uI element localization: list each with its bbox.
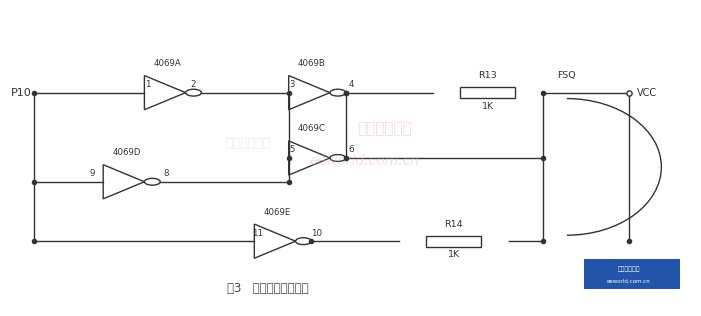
Text: 图3   超声波发射电路。: 图3 超声波发射电路。 [227, 282, 309, 295]
Text: R13: R13 [479, 71, 497, 81]
Text: 4: 4 [348, 80, 354, 89]
Text: 11: 11 [252, 228, 264, 238]
Bar [584, 259, 680, 289]
Text: 4069E: 4069E [264, 208, 291, 217]
Text: 电子工程世界: 电子工程世界 [225, 137, 270, 150]
Text: 1K: 1K [482, 102, 494, 111]
Text: 4069D: 4069D [112, 148, 141, 157]
Text: R14: R14 [444, 220, 463, 229]
Text: 4069B: 4069B [298, 59, 326, 68]
Text: 9: 9 [90, 169, 95, 178]
Text: 1K: 1K [447, 250, 460, 259]
Text: FSQ: FSQ [557, 71, 576, 80]
Text: 1: 1 [145, 80, 151, 89]
Text: 6: 6 [348, 145, 354, 155]
Text: 4069C: 4069C [298, 125, 326, 133]
Text: 5: 5 [290, 145, 295, 155]
Text: eeworld.com.cn: eeworld.com.cn [607, 279, 651, 284]
Text: P10: P10 [11, 88, 32, 98]
Text: 2: 2 [191, 80, 196, 89]
Text: 8: 8 [163, 169, 168, 178]
Text: 4069A: 4069A [154, 59, 182, 68]
Text: 电子产品世界: 电子产品世界 [358, 121, 412, 136]
Text: 10: 10 [311, 228, 322, 238]
Text: VCC: VCC [637, 88, 657, 98]
Text: 电子工程世界: 电子工程世界 [618, 267, 640, 272]
Bar [426, 235, 481, 247]
Text: eeworld.com.cn: eeworld.com.cn [309, 154, 419, 168]
Text: 3: 3 [290, 80, 295, 89]
Bar [461, 87, 515, 98]
